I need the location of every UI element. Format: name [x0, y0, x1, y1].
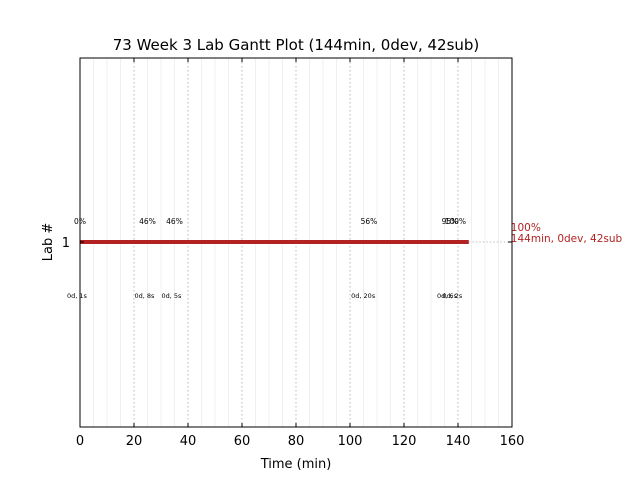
end-percent-label: 100% — [511, 222, 541, 234]
dev-annotation: 0d, 1s — [67, 292, 88, 300]
dev-annotation: 0d, 5s — [162, 292, 183, 300]
end-summary-label: 144min, 0dev, 42sub — [511, 233, 623, 245]
x-tick-label: 40 — [180, 434, 197, 449]
progress-annotation: 56% — [361, 217, 378, 226]
y-tick-label: 1 — [62, 236, 70, 251]
x-tick-label: 120 — [392, 434, 417, 449]
dev-annotation: 0d, 2s — [442, 292, 463, 300]
x-axis-label: Time (min) — [260, 457, 332, 472]
tick-layer: 0 20 40 60 80 100 120 140 160 1 — [62, 58, 525, 449]
dev-annotation: 0d, 6s — [437, 292, 458, 300]
x-tick-label: 100 — [338, 434, 363, 449]
x-tick-label: 60 — [234, 434, 251, 449]
progress-annotation: 46% — [166, 217, 183, 226]
dev-annotation: 0d, 20s — [351, 292, 376, 300]
y-axis-label: Lab # — [41, 223, 56, 262]
x-tick-label: 20 — [126, 434, 143, 449]
x-tick-label: 140 — [446, 434, 471, 449]
progress-annotation: 100% — [445, 217, 466, 226]
x-tick-label: 0 — [76, 434, 84, 449]
x-tick-label: 160 — [500, 434, 525, 449]
chart-title: 73 Week 3 Lab Gantt Plot (144min, 0dev, … — [113, 36, 480, 54]
x-tick-label: 80 — [288, 434, 305, 449]
progress-annotation: 95% — [442, 217, 459, 226]
progress-annotation: 46% — [139, 217, 156, 226]
dev-annotation: 0d, 8s — [135, 292, 156, 300]
